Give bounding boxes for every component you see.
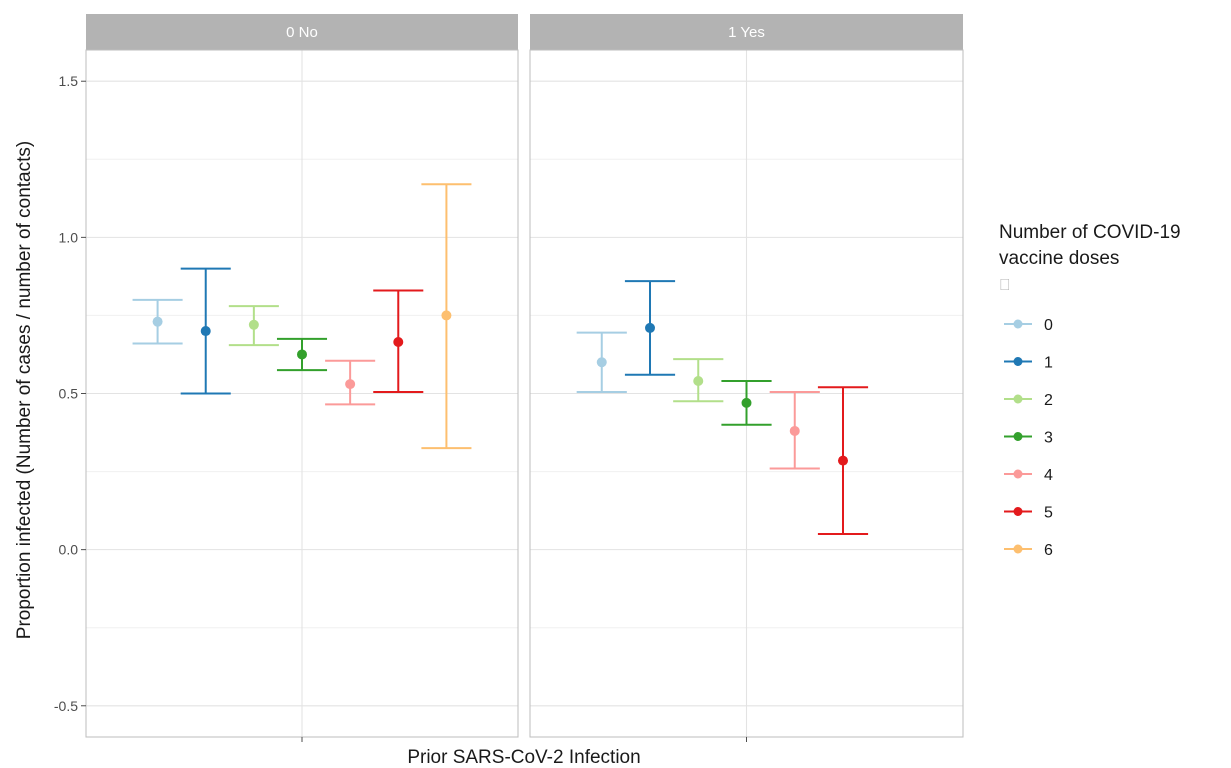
errorbar-dose-1 [180,267,231,395]
legend-item-4: 4 [1004,467,1053,484]
y-tick-label: -0.5 [54,698,78,714]
legend-item-6: 6 [1004,542,1053,559]
y-tick-label: 0.5 [59,386,79,402]
legend-item-1: 1 [1004,355,1053,372]
panel-strip [530,14,963,50]
y-axis-title: Proportion infected (Number of cases / n… [14,141,35,639]
errorbar-dose-2 [228,305,279,347]
legend-key-point [1013,432,1023,441]
errorbar-dose-4 [769,390,820,470]
point-estimate [345,379,356,390]
legend-item-label: 5 [1044,505,1053,522]
legend: Number of COVID-19 vaccine doses ⎕ 0 1 2 3 4… [999,222,1181,559]
errorbar-dose-0 [576,331,627,393]
errorbar-dose-1 [624,280,676,376]
legend-item-label: 3 [1044,430,1053,447]
errorbar-dose-4 [325,359,376,406]
y-tick-label: 0.0 [59,542,79,558]
legend-key-point [1013,394,1023,404]
point-estimate [837,455,848,466]
errorbar-dose-0 [132,298,183,345]
point-estimate [152,316,163,327]
errorbar-dose-3 [721,380,772,426]
legend-item-label: 2 [1044,392,1053,409]
point-estimate [789,425,800,436]
panel-0: 0 No [85,14,519,742]
legend-title-line2: vaccine doses [999,248,1119,269]
errorbar-dose-3 [276,337,328,372]
legend-item-label: 0 [1044,317,1053,334]
point-estimate [596,357,607,368]
legend-item-0: 0 [1004,317,1053,334]
legend-title-glyph: ⎕ [1000,277,1010,294]
point-estimate [741,397,752,408]
legend-title-line1: Number of COVID-19 [999,222,1181,243]
point-estimate [441,310,452,321]
point-estimate [200,326,211,337]
errorbar-dose-5 [817,386,869,536]
point-estimate [645,322,656,333]
legend-item-label: 4 [1044,467,1053,484]
y-axis: -0.5 0.0 0.5 1.0 1.5 [54,73,86,714]
legend-item-label: 6 [1044,542,1053,559]
panel-strip-label: 0 No [286,24,318,41]
point-estimate [297,349,307,360]
legend-key-point [1013,319,1023,329]
panel-strip [86,14,518,50]
panel-strip-label: 1 Yes [728,24,765,41]
y-tick-label: 1.5 [59,73,79,89]
legend-item-5: 5 [1004,505,1053,522]
errorbar-dose-2 [673,358,724,403]
errorbar-dose-6 [421,183,472,450]
legend-key-point [1013,469,1023,479]
panels: 0 No 1 Yes [85,14,964,742]
legend-item-3: 3 [1004,430,1053,447]
point-estimate [393,336,404,347]
legend-key-point [1013,357,1023,366]
point-estimate [693,376,704,387]
errorbar-dose-5 [373,289,424,393]
panel-1: 1 Yes [529,14,964,742]
legend-item-label: 1 [1044,355,1053,372]
point-estimate [248,319,259,330]
legend-key-point [1013,544,1023,554]
y-tick-label: 1.0 [59,229,79,245]
legend-item-2: 2 [1004,392,1053,409]
x-axis-title: Prior SARS-CoV-2 Infection [407,747,640,768]
legend-key-point [1013,507,1023,516]
